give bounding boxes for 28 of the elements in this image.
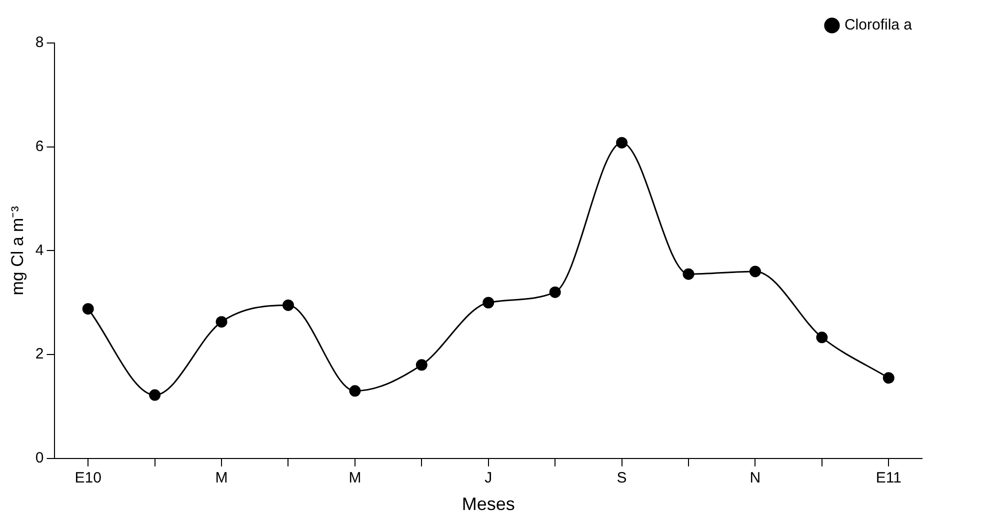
point xyxy=(282,299,294,311)
y-tick-label: 2 xyxy=(35,346,44,363)
point xyxy=(216,316,228,328)
x-tick-label: M xyxy=(215,470,228,487)
point xyxy=(349,385,361,397)
x-tick-label: J xyxy=(484,470,492,487)
point xyxy=(616,136,628,148)
point xyxy=(549,286,561,298)
point xyxy=(816,332,828,344)
point xyxy=(82,303,94,315)
x-axis-title: Meses xyxy=(462,494,515,514)
x-tick-label: E11 xyxy=(876,470,902,487)
y-tick-label: 0 xyxy=(35,450,44,467)
y-axis-title: mg Cl a m⁻³ xyxy=(8,206,27,296)
legend-label: Clorofila a xyxy=(844,16,913,34)
point xyxy=(149,389,161,401)
x-tick-label: E10 xyxy=(74,470,102,487)
x-tick-label: S xyxy=(616,470,627,487)
point xyxy=(482,296,494,308)
point xyxy=(882,372,894,384)
x-tick-label: M xyxy=(348,470,362,487)
y-tick-label: 8 xyxy=(35,34,44,52)
y-tick-label: 6 xyxy=(35,138,44,155)
point xyxy=(416,359,428,371)
point xyxy=(749,266,761,278)
x-tick-label: N xyxy=(750,470,761,487)
y-tick-label: 4 xyxy=(35,242,44,259)
point xyxy=(682,268,694,280)
